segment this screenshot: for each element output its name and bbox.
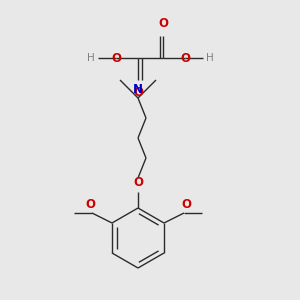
Text: O: O bbox=[181, 198, 191, 211]
Text: O: O bbox=[158, 17, 168, 30]
Text: H: H bbox=[87, 53, 95, 63]
Text: O: O bbox=[133, 86, 143, 99]
Text: O: O bbox=[133, 176, 143, 189]
Text: O: O bbox=[111, 52, 121, 64]
Text: O: O bbox=[85, 198, 95, 211]
Text: N: N bbox=[133, 83, 143, 96]
Text: H: H bbox=[206, 53, 214, 63]
Text: O: O bbox=[180, 52, 190, 64]
